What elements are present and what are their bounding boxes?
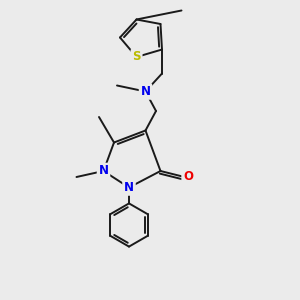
- Text: S: S: [132, 50, 141, 64]
- Text: N: N: [124, 181, 134, 194]
- Text: N: N: [140, 85, 151, 98]
- Text: N: N: [98, 164, 109, 178]
- Text: O: O: [183, 170, 193, 184]
